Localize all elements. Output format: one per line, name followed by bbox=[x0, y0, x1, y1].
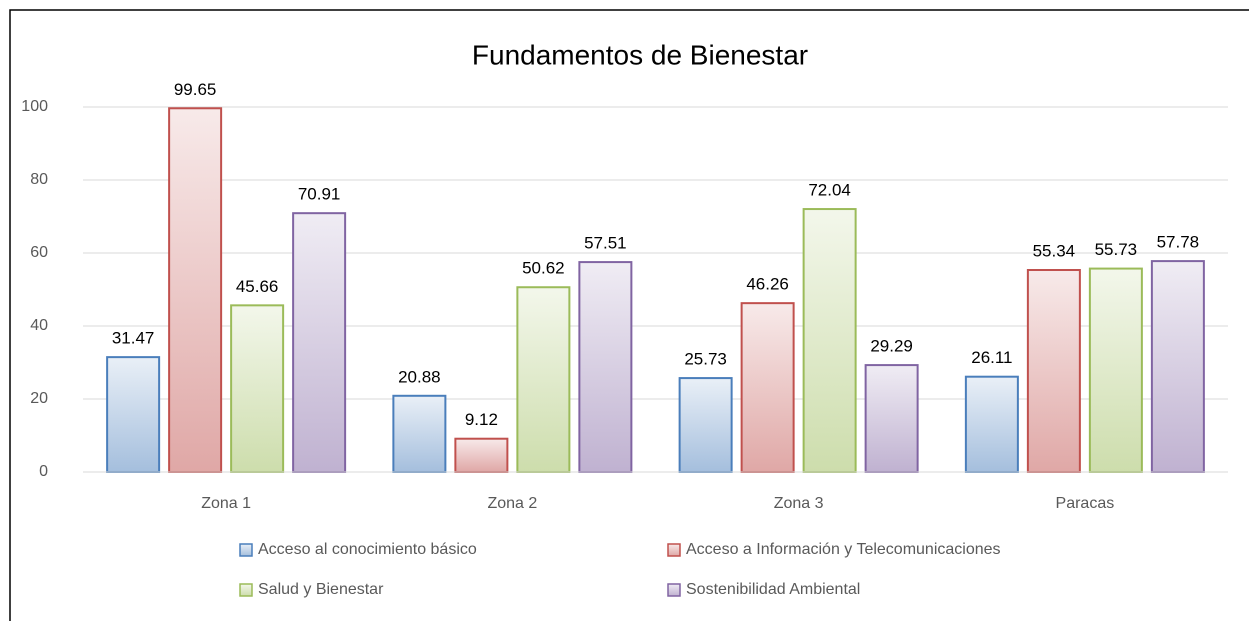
data-label: 20.88 bbox=[398, 367, 441, 386]
x-tick-label: Paracas bbox=[1056, 495, 1115, 512]
data-label: 31.47 bbox=[112, 329, 155, 348]
data-label: 46.26 bbox=[746, 275, 789, 294]
bar bbox=[802, 208, 857, 474]
x-tick-label: Zona 2 bbox=[487, 495, 537, 512]
chart-border bbox=[9, 9, 1249, 621]
data-label: 57.78 bbox=[1157, 233, 1200, 252]
bar bbox=[1088, 267, 1143, 474]
chart-title: Fundamentos de Bienestar bbox=[472, 39, 808, 70]
bar bbox=[168, 107, 223, 473]
bar bbox=[454, 437, 509, 474]
y-tick-label: 100 bbox=[21, 98, 48, 115]
data-label: 55.34 bbox=[1033, 241, 1076, 260]
y-tick-label: 80 bbox=[30, 171, 48, 188]
bar bbox=[292, 212, 347, 473]
legend-swatch bbox=[667, 583, 681, 597]
bar bbox=[230, 304, 285, 473]
data-label: 45.66 bbox=[236, 277, 279, 296]
legend-label: Acceso al conocimiento básico bbox=[258, 541, 477, 558]
data-label: 50.62 bbox=[522, 259, 565, 278]
data-label: 72.04 bbox=[808, 181, 851, 200]
data-label: 26.11 bbox=[971, 348, 1012, 367]
legend-label: Sostenibilidad Ambiental bbox=[686, 581, 860, 598]
y-tick-label: 40 bbox=[30, 317, 48, 334]
data-label: 25.73 bbox=[684, 350, 727, 369]
bar bbox=[678, 377, 733, 474]
x-tick-label: Zona 3 bbox=[774, 495, 824, 512]
bar bbox=[1026, 269, 1081, 473]
legend-swatch bbox=[667, 543, 681, 557]
data-label: 70.91 bbox=[298, 185, 341, 204]
bar bbox=[740, 302, 795, 473]
data-label: 55.73 bbox=[1095, 240, 1138, 259]
y-tick-label: 20 bbox=[30, 390, 48, 407]
bar bbox=[864, 364, 919, 473]
bar bbox=[516, 286, 571, 473]
bar bbox=[578, 261, 633, 473]
legend-label: Salud y Bienestar bbox=[258, 581, 384, 598]
data-label: 57.51 bbox=[584, 234, 627, 253]
legend-swatch bbox=[239, 543, 253, 557]
y-tick-label: 60 bbox=[30, 244, 48, 261]
bar bbox=[964, 375, 1019, 473]
bar bbox=[392, 394, 447, 473]
x-tick-label: Zona 1 bbox=[201, 495, 251, 512]
legend-swatch bbox=[239, 583, 253, 597]
data-label: 99.65 bbox=[174, 80, 217, 99]
data-label: 9.12 bbox=[465, 410, 498, 429]
bar bbox=[1150, 260, 1205, 473]
legend-label: Acceso a Información y Telecomunicacione… bbox=[686, 541, 1001, 558]
y-tick-label: 0 bbox=[39, 463, 48, 480]
bar bbox=[106, 356, 161, 473]
data-label: 29.29 bbox=[870, 337, 913, 356]
